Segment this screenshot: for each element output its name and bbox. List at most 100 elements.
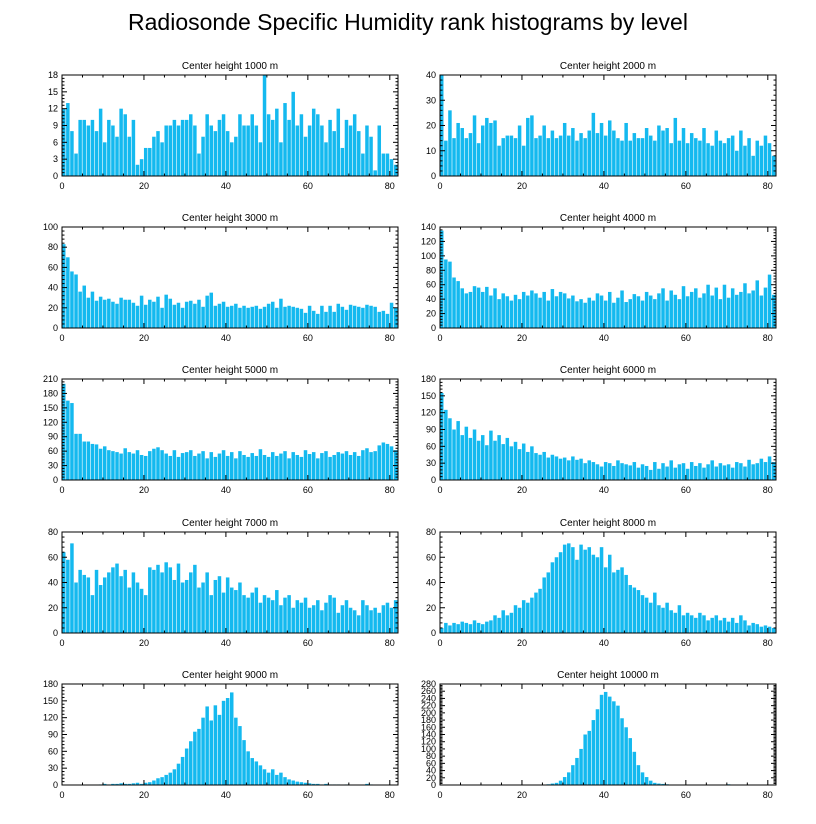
x-tick-label: 0: [437, 790, 442, 800]
histogram-bar: [357, 455, 361, 480]
histogram-bar: [755, 624, 760, 633]
panel-title: Center height 8000 m: [560, 518, 656, 529]
y-tick-label: 100: [421, 251, 436, 261]
histogram-bar: [189, 450, 193, 480]
histogram-bar: [287, 119, 291, 176]
histogram-bar: [677, 299, 682, 328]
histogram-bar: [591, 720, 596, 785]
histogram-bar: [86, 441, 91, 480]
histogram-bar: [393, 307, 398, 328]
histogram-bar: [119, 108, 123, 176]
histogram-bar: [172, 450, 177, 480]
histogram-bar: [217, 303, 222, 328]
histogram-bar: [389, 446, 394, 480]
histogram-bar: [160, 572, 164, 633]
histogram-bar: [616, 460, 620, 480]
histogram-bar: [176, 563, 181, 633]
y-tick-label: 60: [426, 441, 436, 451]
panel-title: Center height 9000 m: [182, 670, 278, 681]
histogram-bar: [74, 582, 78, 633]
histogram-bar: [336, 612, 341, 633]
histogram-bar: [82, 574, 86, 633]
histogram-bar: [127, 136, 132, 176]
histogram-bar: [636, 467, 641, 480]
y-tick-label: 180: [421, 715, 436, 725]
histogram-bar: [164, 453, 168, 480]
histogram-bar: [632, 462, 637, 480]
histogram-bar: [767, 143, 772, 176]
histogram-bar: [66, 559, 70, 633]
histogram-bar: [176, 125, 181, 176]
histogram-bar: [66, 257, 70, 328]
x-tick-label: 20: [517, 333, 527, 343]
histogram-bar: [702, 615, 706, 633]
histogram-bar: [468, 437, 473, 480]
histogram-bar: [665, 466, 669, 480]
histogram-bar: [377, 125, 382, 176]
x-tick-label: 0: [437, 638, 442, 648]
y-tick-label: 180: [421, 374, 436, 384]
histogram-bar: [698, 140, 702, 176]
histogram-bar: [197, 299, 201, 328]
histogram-bar: [217, 714, 222, 785]
y-tick-label: 240: [421, 693, 436, 703]
histogram-bar: [107, 119, 111, 176]
histogram-bar: [567, 298, 571, 328]
histogram-bar: [377, 311, 382, 328]
histogram-panel: Center height 6000 m 0 20 40 60 80 0 30 60 90 120 1…: [421, 365, 777, 495]
histogram-bar: [123, 299, 127, 328]
histogram-bar: [628, 585, 632, 633]
y-tick-label: 150: [43, 403, 58, 413]
histogram-bar: [246, 307, 250, 328]
histogram-bar: [517, 449, 522, 480]
histogram-bar: [751, 290, 755, 328]
histogram-bar: [534, 293, 538, 328]
histogram-bar: [299, 782, 304, 785]
histogram-bar: [444, 409, 448, 480]
histogram-bar: [591, 462, 596, 480]
histogram-bar: [599, 295, 604, 328]
histogram-bar: [714, 615, 719, 633]
x-tick-label: 0: [437, 181, 442, 191]
histogram-bar: [311, 310, 316, 328]
histogram-bar: [644, 128, 649, 176]
histogram-bar: [123, 783, 127, 785]
histogram-bar: [307, 783, 312, 785]
histogram-bar: [653, 299, 657, 328]
panel-title: Center height 6000 m: [560, 365, 656, 376]
histogram-bar: [562, 777, 567, 785]
histogram-panel: Center height 1000 m 0 20 40 60 80 0 3 6 9 12 15 18: [48, 61, 399, 191]
histogram-bar: [636, 765, 641, 785]
x-tick-label: 40: [599, 790, 609, 800]
histogram-bar: [275, 774, 279, 785]
histogram-bar: [385, 602, 390, 633]
histogram-bar: [295, 125, 300, 176]
y-tick-label: 100: [43, 222, 58, 232]
histogram-bar: [648, 602, 653, 633]
histogram-bar: [665, 602, 669, 633]
histogram-bar: [123, 114, 127, 176]
histogram-bar: [111, 451, 115, 480]
histogram-bar: [78, 569, 82, 633]
histogram-bar: [747, 459, 751, 480]
histogram-bar: [452, 277, 456, 328]
histogram-bar: [452, 622, 456, 633]
histogram-bar: [444, 140, 448, 176]
y-tick-label: 90: [48, 432, 58, 442]
histogram-bar: [722, 143, 727, 176]
histogram-bar: [201, 582, 205, 633]
histogram-bar: [595, 293, 600, 328]
histogram-bar: [550, 454, 555, 480]
x-tick-label: 40: [221, 790, 231, 800]
histogram-bar: [530, 597, 534, 633]
histogram-bar: [258, 449, 263, 480]
histogram-bar: [70, 131, 74, 176]
histogram-bar: [328, 305, 332, 328]
x-tick-label: 20: [517, 638, 527, 648]
histogram-bar: [661, 783, 665, 785]
histogram-bar: [632, 587, 637, 633]
histogram-bar: [246, 456, 250, 480]
y-tick-label: 80: [48, 242, 58, 252]
histogram-bar: [98, 448, 103, 480]
histogram-bar: [180, 756, 185, 785]
